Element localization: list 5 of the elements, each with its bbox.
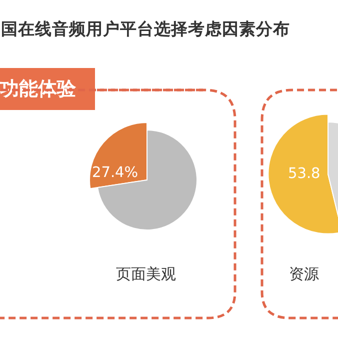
data-label: 53.8 <box>288 166 320 182</box>
text: 资源 <box>289 265 319 284</box>
text: 页面美观 <box>116 265 176 284</box>
data-label: 27.4% <box>92 164 138 181</box>
text: 国在线音频用户平台选择考虑因素分布 <box>1 20 290 39</box>
